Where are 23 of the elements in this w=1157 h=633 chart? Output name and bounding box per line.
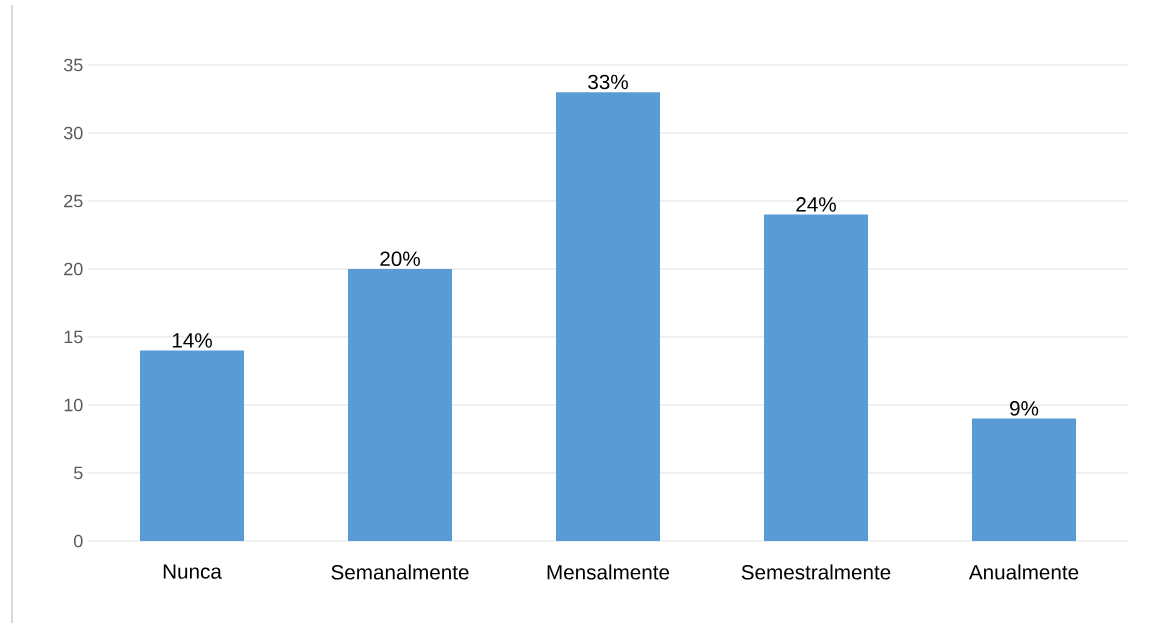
bar — [764, 214, 868, 541]
y-tick-label: 20 — [64, 262, 83, 276]
bar — [140, 350, 244, 541]
bar — [556, 92, 661, 541]
data-label: 24% — [796, 197, 836, 212]
x-tick-label: Nunca — [163, 564, 222, 579]
x-tick-label: Semestralmente — [741, 564, 891, 580]
data-label: 9% — [1010, 401, 1039, 416]
y-tick-label: 10 — [64, 398, 83, 412]
y-tick-label: 0 — [73, 534, 83, 548]
bar — [348, 269, 453, 541]
data-label: 20% — [380, 251, 420, 267]
y-tick-label: 5 — [73, 466, 83, 480]
y-tick-label: 15 — [64, 330, 83, 344]
y-tick-label: 25 — [64, 194, 83, 208]
data-label: 14% — [172, 333, 212, 348]
x-tick-label: Mensalmente — [547, 564, 670, 580]
x-tick-label: Anualmente — [968, 564, 1079, 580]
x-tick-label: Semanalmente — [331, 564, 469, 580]
y-tick-label: 30 — [63, 126, 83, 140]
data-label: 33% — [588, 74, 628, 90]
bar — [972, 418, 1076, 541]
y-tick-label: 35 — [63, 58, 83, 72]
